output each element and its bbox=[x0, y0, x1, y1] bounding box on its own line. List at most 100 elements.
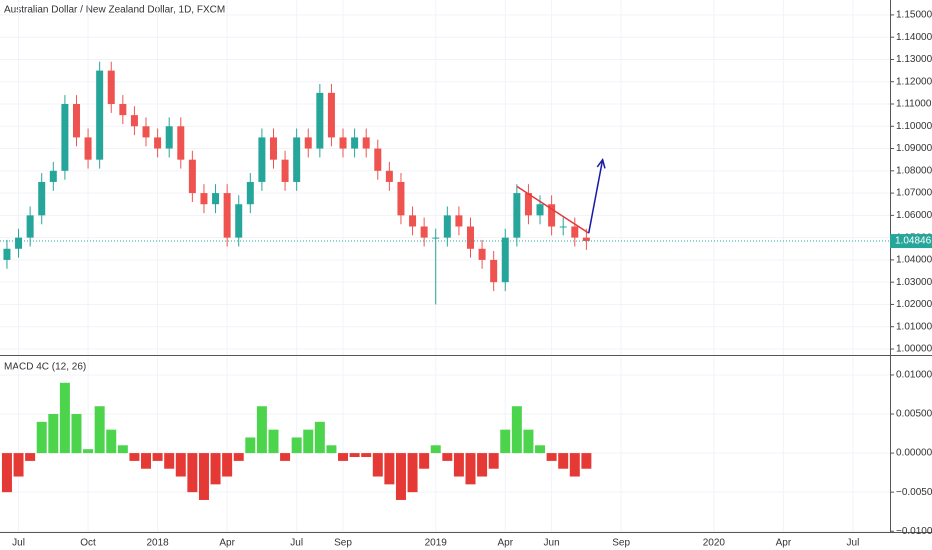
histogram-bar bbox=[175, 453, 186, 477]
candle-body bbox=[84, 137, 92, 160]
y-tick-label: 1.04000 bbox=[896, 255, 932, 266]
y-tick-label: 1.03000 bbox=[896, 277, 932, 288]
y-tick-label: 0.00500 bbox=[896, 409, 932, 420]
y-tick-label: 1.07000 bbox=[896, 188, 932, 199]
histogram-bar bbox=[314, 421, 325, 454]
y-tick-label: 1.10000 bbox=[896, 121, 932, 132]
histogram-bar bbox=[384, 453, 395, 485]
histogram-bar bbox=[256, 406, 267, 454]
histogram-bar bbox=[59, 382, 70, 454]
histogram-bar bbox=[546, 453, 557, 461]
candle-body bbox=[130, 115, 138, 127]
candle-body bbox=[165, 126, 173, 149]
histogram-bar bbox=[395, 453, 406, 500]
candle-body bbox=[385, 170, 393, 182]
candle-body bbox=[409, 215, 417, 227]
histogram-bar bbox=[581, 453, 592, 469]
histogram-bar bbox=[94, 406, 105, 454]
trendline bbox=[516, 185, 590, 234]
histogram-bar bbox=[36, 421, 47, 454]
candle-body bbox=[119, 104, 127, 116]
y-tick-label: 1.00000 bbox=[896, 344, 932, 355]
histogram-bar bbox=[233, 453, 244, 461]
candle-body bbox=[582, 237, 590, 241]
x-tick-label: Sep bbox=[612, 538, 630, 549]
candle-body bbox=[536, 204, 544, 216]
histogram-bar bbox=[465, 453, 476, 485]
histogram-bar bbox=[13, 453, 24, 477]
histogram-bar bbox=[511, 406, 522, 454]
histogram-bar bbox=[407, 453, 418, 493]
candle-body bbox=[26, 215, 34, 238]
candle-body bbox=[246, 181, 254, 205]
x-tick-label: Jul bbox=[290, 538, 303, 549]
histogram-bar bbox=[268, 429, 279, 454]
x-tick-label: Apr bbox=[776, 538, 792, 549]
x-tick-label: 2019 bbox=[425, 538, 448, 549]
histogram-bar bbox=[129, 453, 140, 461]
histogram-bar bbox=[349, 453, 360, 457]
histogram-bar bbox=[187, 453, 198, 493]
histogram-bar bbox=[291, 437, 302, 454]
histogram-bar bbox=[500, 429, 511, 454]
histogram-bar bbox=[210, 453, 221, 485]
candle-body bbox=[107, 70, 115, 105]
y-tick-label: 0.01000 bbox=[896, 370, 932, 381]
candle-body bbox=[466, 226, 474, 249]
y-tick-label: 1.15000 bbox=[896, 10, 932, 21]
histogram-bar bbox=[222, 453, 233, 477]
histogram-bar bbox=[453, 453, 464, 477]
y-tick-label: 1.02000 bbox=[896, 299, 932, 310]
candle-body bbox=[223, 193, 231, 238]
histogram-bar bbox=[141, 453, 152, 469]
y-tick-label: 0.00000 bbox=[896, 448, 932, 459]
candle-body bbox=[15, 237, 23, 249]
y-tick-label: 1.11000 bbox=[896, 99, 932, 110]
candle-body bbox=[420, 226, 428, 238]
candle-body bbox=[524, 193, 532, 216]
histogram-bar bbox=[338, 453, 349, 461]
candle-body bbox=[478, 248, 486, 260]
x-tick-label: 2018 bbox=[146, 538, 169, 549]
candle-body bbox=[374, 148, 382, 171]
y-tick-label: 1.01000 bbox=[896, 321, 932, 332]
candle-body bbox=[3, 248, 11, 260]
histogram-bar bbox=[303, 429, 314, 454]
histogram-bar bbox=[523, 429, 534, 454]
candle-body bbox=[513, 193, 521, 238]
y-tick-label: 1.14000 bbox=[896, 32, 932, 43]
histogram-bar bbox=[25, 453, 36, 461]
candle-body bbox=[235, 204, 243, 238]
y-tick-label: 1.09000 bbox=[896, 143, 932, 154]
arrow-head bbox=[596, 157, 606, 169]
candle-body bbox=[200, 193, 208, 205]
histogram-bar bbox=[106, 429, 117, 454]
histogram-bar bbox=[419, 453, 430, 469]
y-tick-label: 1.13000 bbox=[896, 54, 932, 65]
histogram-bar bbox=[245, 437, 256, 454]
candle-body bbox=[316, 92, 324, 149]
histogram-bar bbox=[477, 453, 488, 477]
histogram-bar bbox=[152, 453, 163, 461]
candle-body bbox=[293, 137, 301, 182]
candle-body bbox=[339, 137, 347, 149]
candle-body bbox=[304, 137, 312, 149]
y-tick-label: −0.01000 bbox=[896, 526, 932, 537]
last-price-box bbox=[890, 234, 932, 249]
x-tick-label: Jun bbox=[544, 538, 560, 549]
x-tick-label: Apr bbox=[497, 538, 513, 549]
histogram-bar bbox=[280, 453, 291, 461]
candle-body bbox=[327, 92, 335, 138]
indicator-title: MACD 4C (12, 26) bbox=[4, 362, 86, 373]
candle-body bbox=[501, 237, 509, 283]
candle-body bbox=[49, 170, 57, 182]
arrow-shaft bbox=[587, 159, 604, 234]
candle-body bbox=[443, 215, 451, 238]
candle-body bbox=[61, 104, 69, 171]
x-tick-label: 2020 bbox=[703, 538, 726, 549]
candle-body bbox=[72, 104, 80, 138]
histogram-bar bbox=[48, 414, 59, 454]
y-tick-label: −0.00500 bbox=[896, 487, 932, 498]
histogram-bar bbox=[83, 449, 94, 454]
candle-body bbox=[188, 159, 196, 194]
